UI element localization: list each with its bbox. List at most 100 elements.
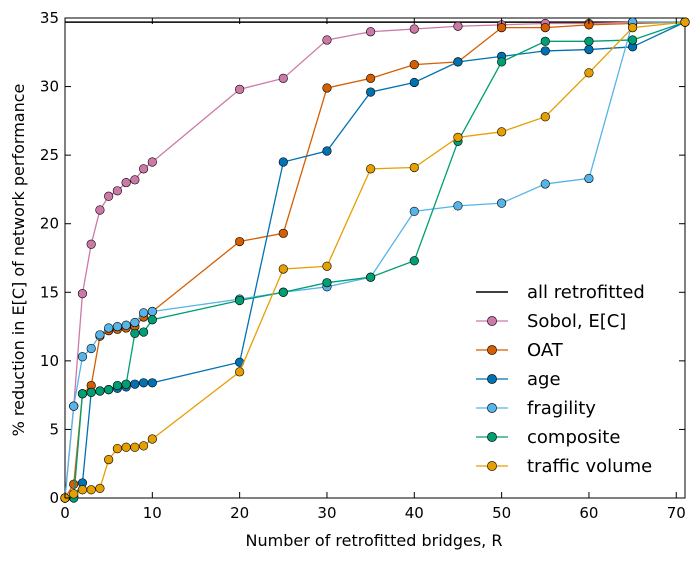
legend-label: Sobol, E[C] (527, 311, 626, 332)
data-point (409, 77, 419, 88)
data-point (147, 306, 157, 317)
plot-area (60, 17, 690, 503)
data-point (121, 379, 131, 389)
x-tick-label: 30 (317, 504, 336, 522)
data-point (112, 444, 122, 454)
data-point (130, 328, 140, 339)
data-point (278, 264, 288, 274)
data-point (235, 236, 245, 247)
x-tick-label: 60 (579, 504, 598, 522)
data-point (628, 22, 638, 33)
x-tick-label: 10 (143, 504, 162, 522)
data-point (77, 485, 88, 495)
legend-item-reference: all retrofitted (476, 282, 645, 303)
legend: all retrofitted Sobol, E[C] OAT age fragilit… (476, 282, 652, 477)
data-point (138, 308, 149, 318)
data-point (104, 191, 114, 201)
data-point (130, 175, 140, 185)
y-tick-label: 30 (40, 78, 59, 96)
data-point (497, 127, 507, 137)
legend-label: traffic volume (527, 456, 652, 477)
x-tick-label: 70 (667, 504, 686, 522)
data-point (138, 327, 149, 337)
legend-marker (487, 403, 497, 413)
data-point (138, 441, 149, 451)
data-point (540, 22, 550, 33)
x-tick-label: 50 (492, 504, 511, 522)
data-point (147, 315, 157, 325)
series-line-sobol-e-c (64, 21, 685, 499)
series-sobol-e-c (60, 17, 690, 503)
data-point (69, 479, 79, 489)
x-tick-label: 20 (230, 504, 249, 522)
y-tick-label: 25 (40, 146, 59, 164)
x-axis-ticks: 0 10 20 30 40 50 60 70 (60, 18, 686, 522)
y-tick-label: 35 (40, 9, 59, 27)
legend-label: age (527, 369, 561, 390)
data-point (130, 317, 140, 328)
data-point (322, 278, 332, 288)
y-tick-label: 5 (49, 420, 59, 438)
data-point (540, 179, 550, 189)
data-point (112, 186, 122, 196)
y-tick-label: 0 (49, 489, 59, 507)
data-point (366, 73, 376, 83)
data-point (278, 228, 288, 238)
data-point (235, 295, 245, 306)
data-point (322, 146, 332, 156)
data-point (130, 442, 140, 452)
data-point (130, 379, 140, 389)
data-point (278, 73, 288, 83)
data-point (121, 320, 131, 330)
legend-item-traffic-volume: traffic volume (476, 456, 652, 477)
data-point (138, 378, 149, 388)
data-point (409, 256, 419, 266)
data-point (86, 239, 96, 249)
data-point (584, 68, 594, 78)
data-point (409, 206, 419, 216)
data-point (322, 261, 332, 271)
plot-frame (64, 17, 686, 499)
legend-label: OAT (527, 340, 564, 361)
legend-item-sobol-e-c: Sobol, E[C] (476, 311, 626, 332)
data-point (104, 455, 114, 465)
data-point (366, 27, 376, 37)
data-point (584, 173, 594, 184)
data-point (235, 84, 245, 94)
x-tick-label: 0 (60, 504, 70, 522)
y-tick-label: 15 (40, 283, 59, 301)
legend-marker (487, 432, 497, 442)
data-point (453, 132, 463, 142)
data-point (409, 60, 419, 70)
legend-marker (487, 374, 497, 384)
legend-label: all retrofitted (527, 282, 645, 303)
y-axis-label: % reduction in E[C] of network performan… (9, 84, 28, 437)
data-point (409, 162, 419, 173)
data-point (112, 380, 122, 391)
data-point (453, 21, 463, 31)
data-point (497, 57, 507, 67)
data-point (77, 352, 88, 362)
data-point (278, 157, 288, 167)
data-point (147, 378, 157, 388)
data-point (86, 343, 96, 354)
data-point (497, 22, 507, 33)
data-point (112, 321, 122, 332)
y-axis-ticks: 0 5 10 15 20 25 30 35 (40, 9, 685, 507)
data-point (77, 289, 88, 299)
data-point (278, 287, 288, 297)
legend-item-fragility: fragility (476, 398, 596, 419)
data-point (322, 83, 332, 93)
data-point (584, 44, 594, 55)
data-point (628, 35, 638, 45)
data-point (366, 87, 376, 97)
data-point (86, 485, 96, 495)
data-point (69, 401, 79, 411)
data-point (104, 323, 114, 333)
data-point (77, 389, 88, 399)
data-point (121, 177, 131, 188)
data-point (497, 198, 507, 208)
data-point (409, 24, 419, 34)
series-traffic-volume (60, 17, 690, 503)
